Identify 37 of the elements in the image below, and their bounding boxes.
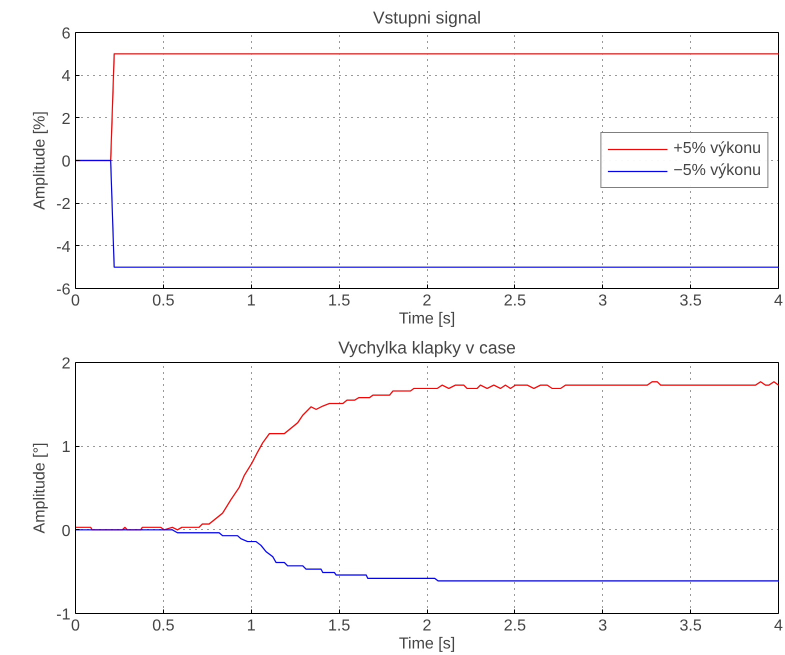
y-tick-label: -2	[56, 196, 71, 214]
y-tick-label: 2	[62, 110, 71, 128]
y-tick-label: 0	[62, 522, 71, 540]
chart-title: Vychylka klapky v case	[338, 338, 516, 358]
y-tick-label: -4	[56, 238, 71, 256]
y-tick-label: 4	[62, 68, 71, 86]
x-tick-label: 4	[774, 292, 784, 310]
y-tick-label: 2	[62, 356, 71, 372]
x-tick-label: 1.5	[328, 618, 350, 634]
x-tick-label: 2.5	[504, 292, 526, 310]
x-tick-label: 2.5	[504, 618, 526, 634]
y-tick-label: -1	[56, 606, 71, 624]
x-tick-label: 0.5	[152, 292, 175, 310]
x-tick-label: 3.5	[680, 292, 702, 310]
y-axis-title: Amplitude [%]	[31, 111, 48, 210]
x-axis-title: Time [s]	[398, 310, 456, 328]
legend-label: +5% výkonu	[673, 140, 761, 158]
line-series	[76, 381, 778, 530]
x-tick-label: 3	[598, 618, 608, 634]
y-tick-label: -6	[56, 282, 71, 298]
x-tick-label: 1.5	[328, 292, 350, 310]
x-tick-label: 1	[246, 292, 256, 310]
x-tick-label: 0.5	[152, 618, 175, 634]
x-tick-label: 4	[774, 618, 784, 634]
y-axis-title: Amplitude [°]	[31, 442, 48, 534]
x-tick-label: 2	[422, 618, 432, 634]
y-tick-label: 1	[62, 439, 71, 456]
x-tick-label: 3	[598, 292, 608, 310]
line-series	[76, 529, 778, 582]
chart-title: Vstupni signal	[373, 8, 481, 28]
legend-label: −5% výkonu	[673, 162, 761, 180]
x-tick-label: 1	[246, 618, 256, 634]
x-tick-label: 2	[422, 292, 432, 310]
y-tick-label: 0	[62, 154, 71, 170]
x-axis-title: Time [s]	[398, 636, 456, 652]
y-tick-label: 6	[62, 26, 71, 42]
x-tick-label: 3.5	[680, 618, 702, 634]
